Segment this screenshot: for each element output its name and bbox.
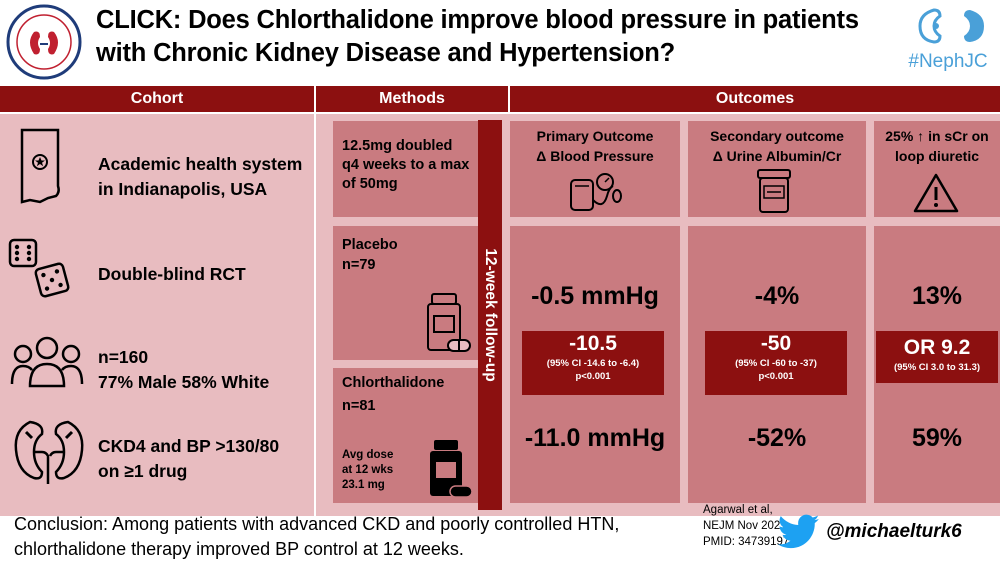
chlorthalidone-label: Chlorthalidone <box>342 375 445 391</box>
placebo-primary-value: -0.5 mmHg <box>531 282 659 310</box>
secondary-difference-box: -50 (95% CI -60 to -37) p<0.001 <box>705 331 847 395</box>
indiana-map-icon <box>18 126 68 206</box>
citation: Agarwal et al, NEJM Nov 2021 PMID: 34739… <box>703 502 789 550</box>
citation-line3: PMID: 34739197 <box>703 536 790 548</box>
cohort-n: n=160 <box>98 347 149 367</box>
conclusion-line1: Conclusion: Among patients with advanced… <box>14 514 620 534</box>
twitter-handle[interactable]: @michaelturk6 <box>826 521 962 542</box>
secondary-difference-p: p<0.001 <box>758 371 794 382</box>
primary-difference-ci: (95% CI -14.6 to -6.4) <box>546 358 640 369</box>
dosing-line2: q4 weeks to a max <box>342 157 470 173</box>
cohort-criteria-line1: CKD4 and BP >130/80 <box>98 436 280 456</box>
dosing-line1: 12.5mg doubled <box>342 138 453 154</box>
secondary-difference-value: -50 <box>760 332 792 355</box>
placebo-scr-value: 13% <box>911 282 963 310</box>
scr-outcome-header-cell <box>874 121 1000 217</box>
page-title: CLICK: Does Chlorthalidone improve blood… <box>96 6 859 67</box>
secondary-difference-ci: (95% CI -60 to -37) <box>735 358 817 369</box>
cohort-location-line1: Academic health system <box>98 154 303 174</box>
scr-difference-value: OR 9.2 <box>903 336 971 359</box>
cohort-design: Double-blind RCT <box>98 264 246 284</box>
dice-icon <box>8 236 70 300</box>
warning-icon <box>912 172 960 214</box>
primary-difference-value: -10.5 <box>569 332 617 355</box>
cohort-panel <box>0 114 314 516</box>
cohort-criteria-line2: on ≥1 drug <box>98 461 188 481</box>
chlorthalidone-n: n=81 <box>342 398 376 414</box>
kidneys-icon <box>12 418 86 484</box>
primary-difference-p: p<0.001 <box>575 371 611 382</box>
secondary-outcome-title: Secondary outcome <box>710 128 844 144</box>
primary-outcome-title: Primary Outcome <box>536 128 654 144</box>
chlorthalidone-secondary-value: -52% <box>747 424 807 452</box>
scr-outcome-title: 25% ↑ in sCr on <box>885 128 989 144</box>
cohort-demographics: 77% Male 58% White <box>98 372 270 392</box>
twitter-bird-icon[interactable] <box>777 514 820 550</box>
placebo-secondary-value: -4% <box>754 282 800 310</box>
methods-dosing-cell <box>333 121 478 217</box>
methods-header: Methods <box>316 86 508 112</box>
placebo-label: Placebo <box>342 237 398 253</box>
followup-label: 12-week follow-up <box>482 248 499 382</box>
followup-bar: 12-week follow-up <box>478 120 502 510</box>
citation-line1: Agarwal et al, <box>703 504 773 516</box>
scr-difference-ci: (95% CI 3.0 to 31.3) <box>893 362 981 373</box>
nephrology-logo <box>6 4 82 80</box>
avg-dose-line2: at 12 wks <box>342 464 394 476</box>
secondary-outcome-subtitle: Δ Urine Albumin/Cr <box>712 148 842 164</box>
cohort-location-line2: in Indianapolis, USA <box>98 179 268 199</box>
pill-bottle-icon <box>426 292 472 354</box>
kidney-logo-icon <box>912 6 992 46</box>
chlorthalidone-primary-value: -11.0 mmHg <box>524 424 666 452</box>
conclusion: Conclusion: Among patients with advanced… <box>14 512 694 562</box>
avg-dose-line3: 23.1 mg <box>342 479 385 491</box>
citation-line2: NEJM Nov 2021 <box>703 520 787 532</box>
pill-bottle-filled-icon <box>428 438 474 500</box>
urine-container-icon <box>754 168 794 214</box>
primary-difference-box: -10.5 (95% CI -14.6 to -6.4) p<0.001 <box>522 331 664 395</box>
placebo-n: n=79 <box>342 257 376 273</box>
primary-outcome-subtitle: Δ Blood Pressure <box>536 148 654 164</box>
dosing-line3: of 50mg <box>342 176 398 192</box>
scr-difference-box: OR 9.2 (95% CI 3.0 to 31.3) <box>876 331 998 383</box>
avg-dose-line1: Avg dose <box>342 449 394 461</box>
hashtag: #NephJC <box>908 51 988 72</box>
people-group-icon <box>10 334 84 388</box>
outcomes-header: Outcomes <box>510 86 1000 112</box>
chlorthalidone-scr-value: 59% <box>911 424 963 452</box>
scr-outcome-subtitle: loop diuretic <box>895 148 979 164</box>
conclusion-line2: chlorthalidone therapy improved BP contr… <box>14 539 464 559</box>
cohort-header: Cohort <box>0 86 314 112</box>
blood-pressure-cuff-icon <box>567 170 623 214</box>
